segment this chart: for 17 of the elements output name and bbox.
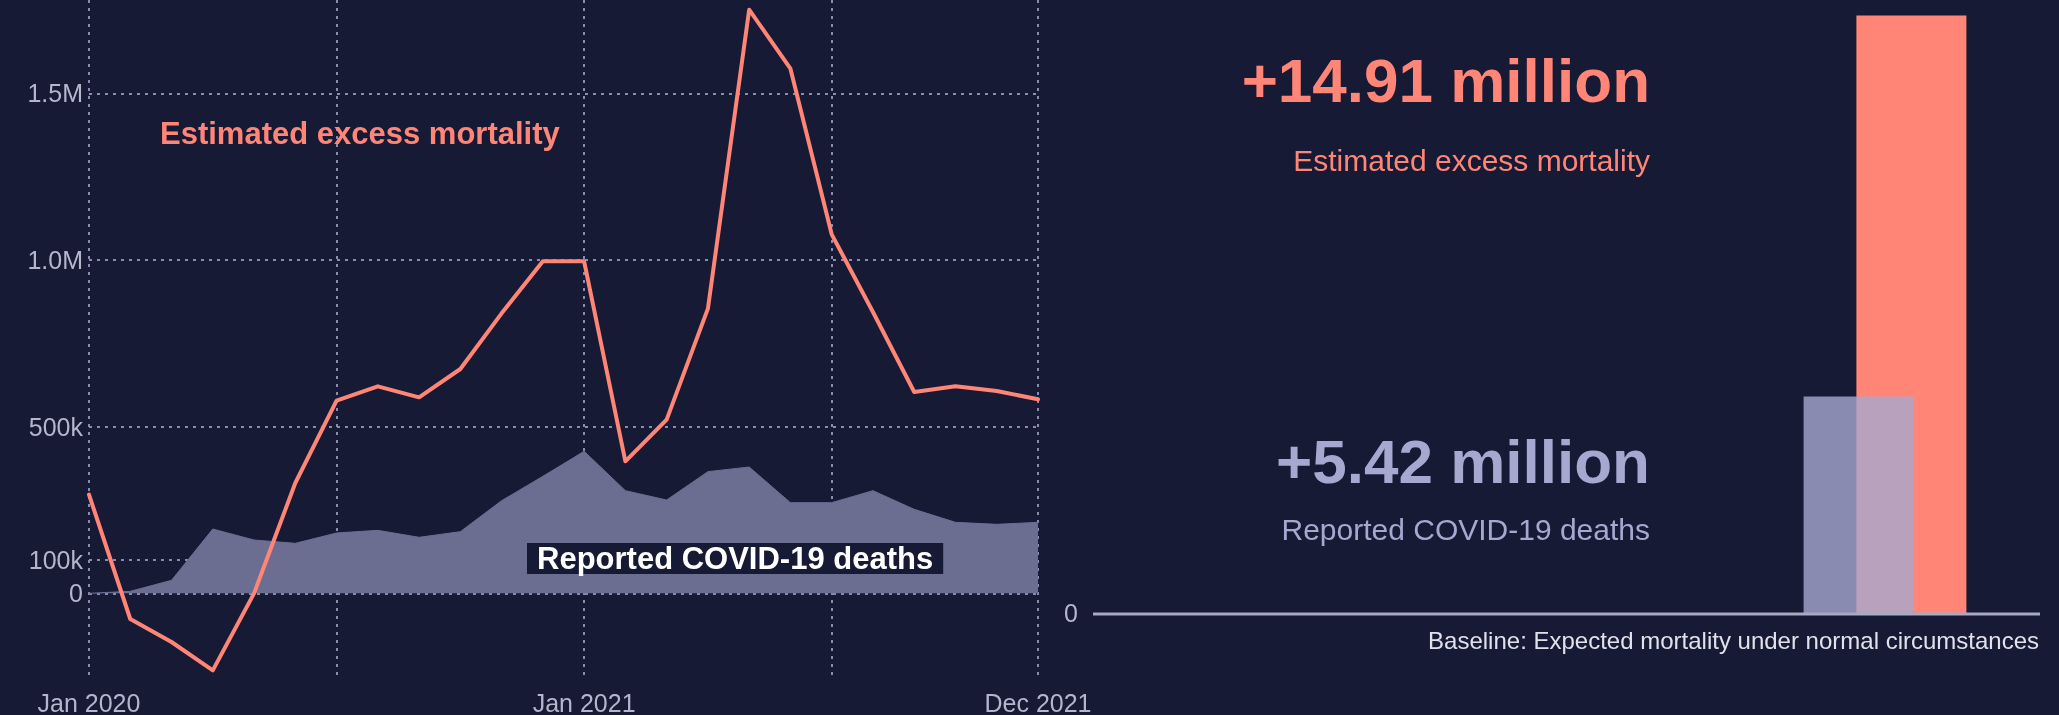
text: Estimated excess mortality [1293, 144, 1650, 178]
text: +14.91 million [1241, 46, 1650, 116]
series-label: Reported COVID-19 deaths [537, 541, 934, 576]
text: Reported COVID-19 deaths [1281, 512, 1650, 546]
y-tick-label: 1.0M [27, 246, 83, 274]
text: 0 [1064, 598, 1078, 627]
text: Estimated excess mortality [160, 116, 561, 151]
text: Baseline: Expected mortality under normal circumstances [1428, 626, 2039, 654]
x-tick-label: Dec 2021 [984, 688, 1092, 715]
y-tick-label: 100k [28, 546, 84, 574]
y-tick-label: 1.5M [27, 79, 83, 108]
y-tick-label: 0 [69, 579, 83, 608]
line-series [87, 7, 1040, 673]
x-tick-label: Jan 2021 [532, 688, 636, 715]
x-tick-label: Jan 2020 [37, 688, 141, 715]
y-tick-label: 500k [28, 412, 84, 441]
text: +5.42 million [1276, 426, 1650, 496]
